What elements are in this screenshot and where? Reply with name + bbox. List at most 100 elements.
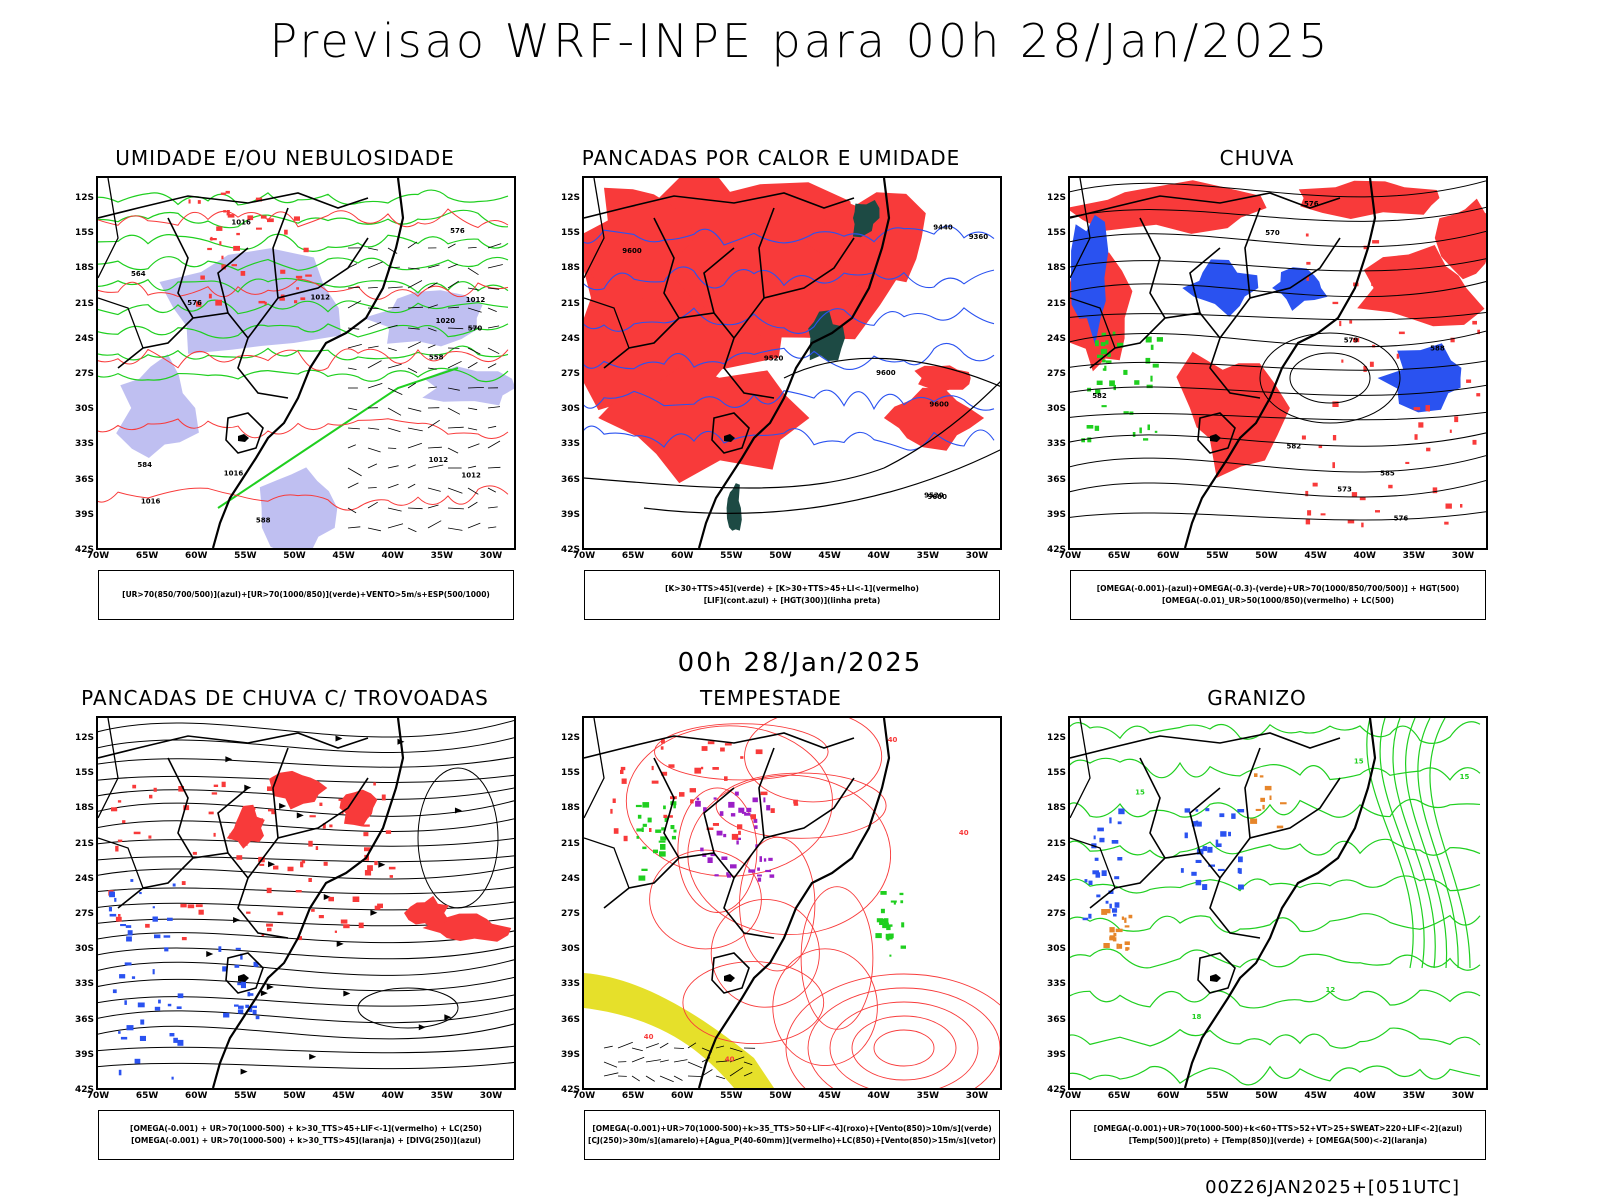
streamline-arrow	[225, 756, 233, 763]
storm-area	[730, 864, 737, 869]
lon-tick-label: 30W	[479, 551, 503, 561]
thunderstorm-area	[192, 851, 197, 855]
streamline	[710, 898, 820, 1008]
lon-tick-label: 35W	[430, 551, 454, 561]
wind-vector	[467, 362, 478, 369]
thunderstorm-area	[358, 922, 364, 929]
rain-area	[1318, 444, 1323, 449]
rain-area	[1112, 331, 1116, 336]
precipitable-water-area	[770, 808, 775, 813]
thunderstorm-area	[259, 863, 265, 866]
wind-vector	[347, 344, 362, 349]
hail-area	[1092, 870, 1099, 875]
thunderstorm-area	[145, 923, 150, 928]
thunderstorm-area	[178, 786, 184, 792]
rain-area	[1134, 380, 1140, 385]
wind-vector	[387, 507, 402, 512]
thunderstorm-area	[267, 786, 274, 791]
lat-tick-label: 21S	[74, 838, 94, 849]
rain-area	[1087, 437, 1092, 443]
lon-tick-label: 55W	[234, 1091, 257, 1101]
wind-vector	[487, 406, 501, 409]
thunderstorm-area	[273, 865, 279, 870]
streamline	[744, 718, 883, 803]
streamline-arrow	[343, 990, 351, 997]
rain-area	[1466, 379, 1472, 383]
temperature-contour	[1070, 757, 1481, 781]
main-title: Previsao WRF-INPE para 00h 28/Jan/2025	[269, 14, 1331, 68]
wind-vector	[447, 243, 456, 249]
rain-area	[1101, 405, 1107, 408]
wind-area	[647, 817, 652, 823]
divergence-area	[137, 1002, 145, 1008]
wind-vector	[487, 243, 502, 249]
contour-label: 1020	[436, 317, 456, 325]
divergence-area	[152, 906, 155, 909]
precipitable-water-area	[663, 814, 667, 818]
temperature-contour	[1417, 718, 1459, 969]
divergence-area	[134, 1058, 141, 1064]
contour-label: 558	[429, 354, 444, 362]
thunderstorm-area	[117, 839, 123, 842]
wind-area	[673, 829, 677, 833]
rain-area	[1305, 519, 1311, 525]
lat-tick-label: 33S	[1046, 439, 1066, 450]
divergence-area	[139, 1035, 146, 1041]
lat-tick-label: 36S	[560, 474, 580, 485]
rain-area	[1100, 342, 1106, 347]
precipitable-water-area	[701, 746, 708, 751]
thunderstorm-area	[350, 803, 355, 810]
thunderstorm-area	[267, 927, 272, 932]
thunderstorm-area	[362, 801, 370, 807]
panel-title: TEMPESTADE	[700, 686, 842, 710]
thickness-contour	[231, 264, 237, 267]
hail-area	[1199, 849, 1202, 852]
rain-area	[1425, 405, 1430, 411]
thunderstorm-area	[319, 802, 323, 806]
humidity-contour	[98, 189, 509, 206]
precipitable-water-area	[738, 830, 741, 835]
streamline	[873, 1029, 935, 1067]
thunderstorm-area	[153, 787, 157, 792]
hail-area	[1191, 871, 1197, 876]
hail-area	[1220, 831, 1227, 837]
wind-vector	[603, 1045, 613, 1049]
legend-box: [K>30+TTS>45](verde) + [K>30+TTS>45+LI<-…	[584, 570, 1000, 620]
wind-vector	[387, 447, 397, 449]
lon-tick-label: 60W	[671, 551, 694, 561]
contour-label: 15	[1354, 757, 1364, 765]
streamline	[829, 1001, 979, 1088]
wind-vector	[467, 427, 478, 431]
rain-area	[1405, 461, 1410, 464]
wind-area	[663, 805, 666, 810]
lon-tick-label: 45W	[818, 551, 841, 561]
contour-label: 1012	[429, 456, 449, 464]
wind-area	[899, 892, 904, 896]
rain-area	[1347, 519, 1355, 524]
precipitable-water-area	[661, 771, 668, 776]
wind-area	[880, 891, 887, 895]
divergence-area	[171, 1076, 174, 1080]
wind-vector	[347, 482, 359, 489]
thunderstorm-area	[132, 784, 137, 789]
omega-area	[1121, 916, 1124, 920]
wind-vector	[715, 1060, 730, 1063]
thunderstorm-area	[266, 923, 273, 927]
lon-tick-label: 65W	[1107, 1091, 1131, 1101]
lat-tick-label: 24S	[560, 873, 580, 884]
hail-area	[1202, 846, 1207, 851]
contour-label: 564	[131, 270, 146, 278]
lat-tick-label: 42S	[1046, 1085, 1066, 1095]
hail-area	[1237, 809, 1245, 813]
thickness-contour	[220, 192, 226, 195]
contour-label: 1012	[461, 471, 481, 479]
lat-tick-label: 30S	[74, 404, 94, 415]
latitude-axis: 12S 15S 18S 21S 24S 27S 30S 33S 36S 39S 42S	[54, 176, 94, 555]
streamline-arrow	[378, 861, 386, 868]
hail-area	[1219, 813, 1225, 818]
instability-area	[726, 483, 742, 531]
contour-label: 576	[187, 299, 202, 307]
moisture-area	[363, 290, 483, 347]
wind-vector	[347, 407, 358, 411]
streamline-arrow	[260, 990, 268, 997]
